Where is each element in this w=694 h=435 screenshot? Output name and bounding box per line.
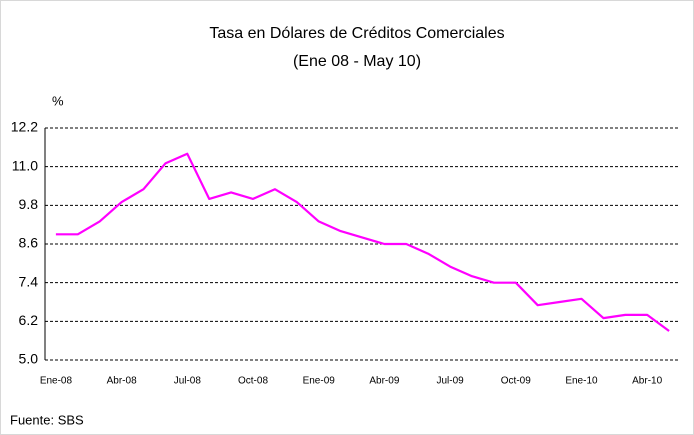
x-tick-label: Abr-09 <box>369 376 399 387</box>
y-tick-label: 11.0 <box>12 157 38 173</box>
data-line <box>55 152 670 332</box>
y-tick-label: 6.2 <box>19 312 39 328</box>
x-tick-label: Jul-09 <box>436 376 464 387</box>
y-tick-label: 7.4 <box>19 273 39 289</box>
y-axis-label: % <box>52 93 64 108</box>
chart-title: Tasa en Dólares de Créditos Comerciales <box>209 25 504 42</box>
x-tick-label: Abr-10 <box>632 376 662 387</box>
y-tick-label: 9.8 <box>19 196 39 212</box>
x-tick-label: Oct-08 <box>238 376 268 387</box>
chart-subtitle: (Ene 08 - May 10) <box>293 53 421 70</box>
x-tick-label: Ene-09 <box>303 376 336 387</box>
x-tick-label: Jul-08 <box>174 376 202 387</box>
x-tick-label: Oct-09 <box>501 376 531 387</box>
x-tick-label: Ene-10 <box>565 376 598 387</box>
x-tick-label: Ene-08 <box>40 376 73 387</box>
x-tick-label: Abr-08 <box>107 376 137 387</box>
y-tick-label: 5.0 <box>19 351 39 367</box>
source-note: Fuente: SBS <box>10 412 84 427</box>
y-tick-label: 12.2 <box>11 119 38 135</box>
y-tick-label: 8.6 <box>19 235 39 251</box>
